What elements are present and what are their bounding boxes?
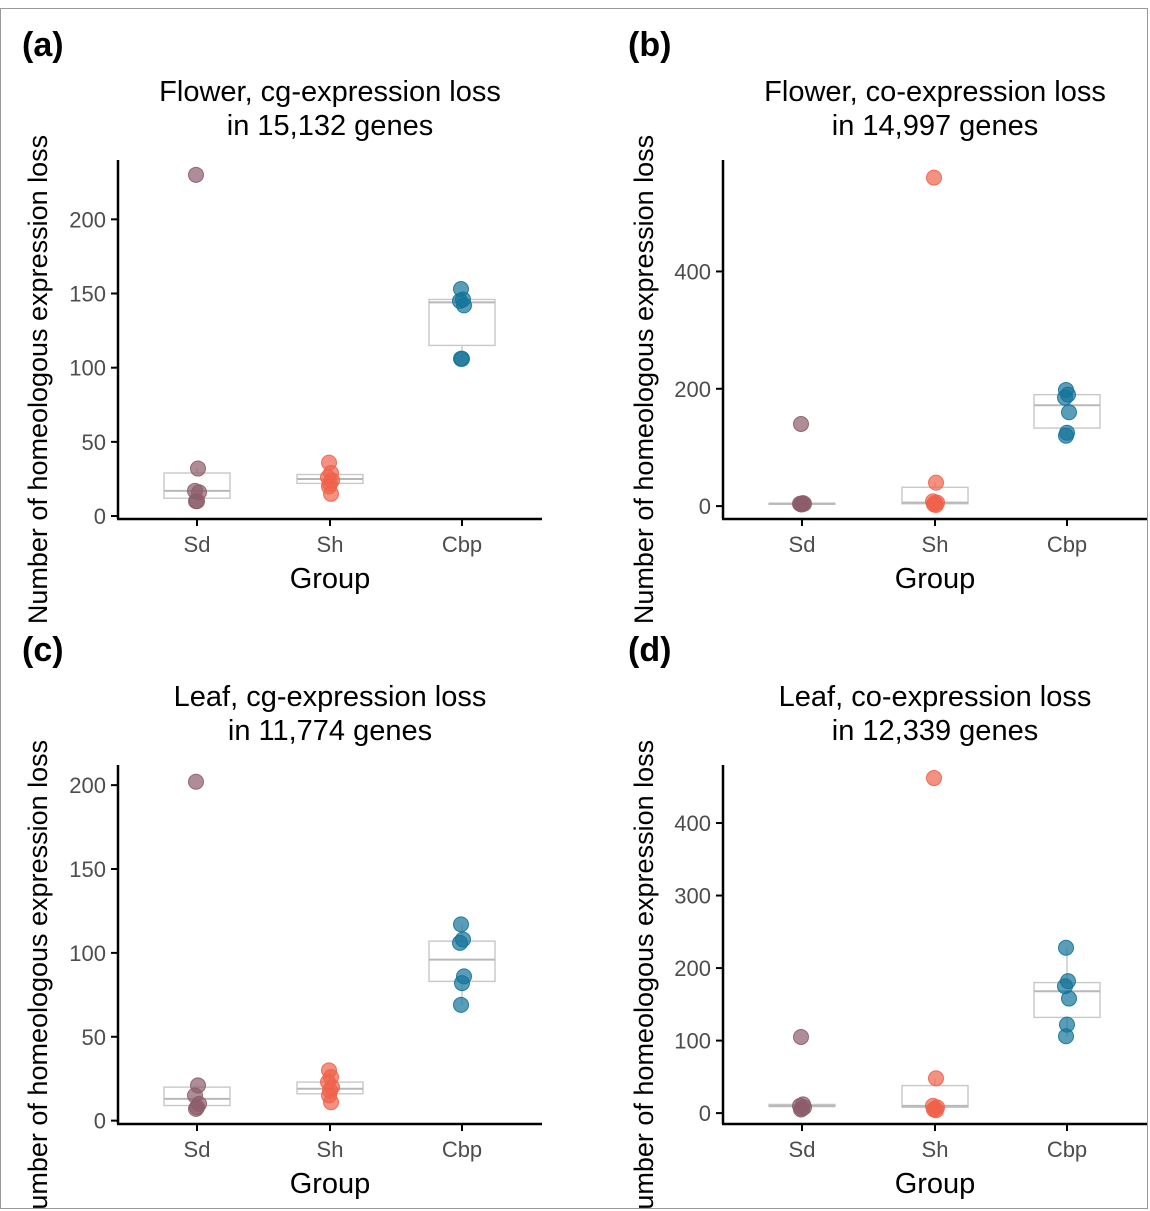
panel-label: (c) bbox=[22, 631, 64, 669]
data-point-sd bbox=[188, 166, 204, 183]
data-point-sd bbox=[188, 773, 204, 790]
y-tick-label: 100 bbox=[674, 1029, 711, 1054]
x-tick-label-sd: Sd bbox=[789, 532, 816, 557]
data-point-cbp bbox=[456, 297, 472, 314]
y-axis-label: Number of homeologous expression loss bbox=[23, 740, 53, 1211]
x-axis-label: Group bbox=[895, 1168, 976, 1200]
y-tick-label: 200 bbox=[69, 773, 106, 798]
data-point-sh bbox=[926, 770, 942, 787]
data-point-sh bbox=[323, 1094, 339, 1111]
chart-title-line-2: in 15,132 genes bbox=[227, 110, 433, 142]
panel-label: (b) bbox=[628, 26, 671, 64]
y-tick-label: 400 bbox=[674, 811, 711, 836]
y-tick-label: 0 bbox=[94, 1109, 106, 1134]
x-axis-label: Group bbox=[290, 1168, 371, 1200]
y-tick-label: 200 bbox=[674, 956, 711, 981]
data-point-cbp bbox=[1058, 939, 1074, 956]
y-tick-label: 200 bbox=[69, 207, 106, 232]
y-axis-label: Number of homeologous expression loss bbox=[629, 135, 659, 624]
y-tick-label: 200 bbox=[674, 377, 711, 402]
data-point-sh bbox=[928, 474, 944, 491]
chart-title-line-2: in 11,774 genes bbox=[228, 715, 432, 747]
data-point-sd bbox=[793, 1028, 809, 1045]
y-tick-label: 0 bbox=[699, 494, 711, 519]
chart-title-line-1: Leaf, cg-expression loss bbox=[174, 681, 487, 713]
y-tick-label: 0 bbox=[699, 1101, 711, 1126]
chart-title-line-2: in 14,997 genes bbox=[832, 110, 1038, 142]
x-axis-label: Group bbox=[290, 563, 371, 595]
data-point-cbp bbox=[452, 934, 468, 951]
x-tick-label-sh: Sh bbox=[317, 1137, 344, 1162]
y-tick-label: 400 bbox=[674, 259, 711, 284]
chart-title-line-1: Leaf, co-expression loss bbox=[779, 681, 1092, 713]
data-point-cbp bbox=[453, 916, 469, 933]
data-point-cbp bbox=[1058, 427, 1074, 444]
x-tick-label-sh: Sh bbox=[922, 1137, 949, 1162]
panel-label: (d) bbox=[628, 631, 671, 669]
data-point-cbp bbox=[1057, 389, 1073, 406]
x-tick-label-cbp: Cbp bbox=[1047, 532, 1087, 557]
data-point-cbp bbox=[1061, 404, 1077, 421]
data-point-cbp bbox=[453, 996, 469, 1013]
data-point-sh bbox=[926, 169, 942, 186]
data-point-sd bbox=[188, 1100, 204, 1117]
data-point-cbp bbox=[1061, 990, 1077, 1007]
x-tick-label-sd: Sd bbox=[184, 1137, 211, 1162]
x-tick-label-sh: Sh bbox=[317, 532, 344, 557]
x-tick-label-cbp: Cbp bbox=[1047, 1137, 1087, 1162]
x-axis-label: Group bbox=[895, 563, 976, 595]
data-point-sd bbox=[793, 496, 809, 513]
data-point-sh bbox=[928, 1070, 944, 1087]
panel-label: (a) bbox=[22, 26, 64, 64]
x-tick-label-cbp: Cbp bbox=[442, 1137, 482, 1162]
figure-frame bbox=[0, 8, 1148, 1209]
y-tick-label: 50 bbox=[82, 1025, 106, 1050]
y-tick-label: 100 bbox=[69, 941, 106, 966]
y-tick-label: 100 bbox=[69, 356, 106, 381]
y-tick-label: 300 bbox=[674, 884, 711, 909]
x-tick-label-sd: Sd bbox=[789, 1137, 816, 1162]
data-point-cbp bbox=[1058, 1028, 1074, 1045]
y-axis-label: Number of homeologous expression loss bbox=[23, 135, 53, 624]
x-tick-label-sd: Sd bbox=[184, 532, 211, 557]
data-point-cbp bbox=[453, 350, 469, 367]
y-tick-label: 0 bbox=[94, 504, 106, 529]
data-point-sd bbox=[793, 415, 809, 432]
x-tick-label-cbp: Cbp bbox=[442, 532, 482, 557]
data-point-sh bbox=[323, 485, 339, 502]
data-point-sd bbox=[793, 1101, 809, 1118]
y-tick-label: 50 bbox=[82, 430, 106, 455]
chart-title-line-1: Flower, cg-expression loss bbox=[159, 76, 501, 108]
chart-title-line-2: in 12,339 genes bbox=[832, 715, 1038, 747]
data-point-sh bbox=[928, 496, 944, 513]
y-axis-label: Number of homeologous expression loss bbox=[629, 740, 659, 1211]
data-point-sd bbox=[190, 460, 206, 477]
y-tick-label: 150 bbox=[69, 857, 106, 882]
y-tick-label: 150 bbox=[69, 282, 106, 307]
x-tick-label-sh: Sh bbox=[922, 532, 949, 557]
data-point-sh bbox=[928, 1102, 944, 1119]
chart-title-line-1: Flower, co-expression loss bbox=[764, 76, 1106, 108]
data-point-cbp bbox=[454, 975, 470, 992]
data-point-sd bbox=[188, 493, 204, 510]
